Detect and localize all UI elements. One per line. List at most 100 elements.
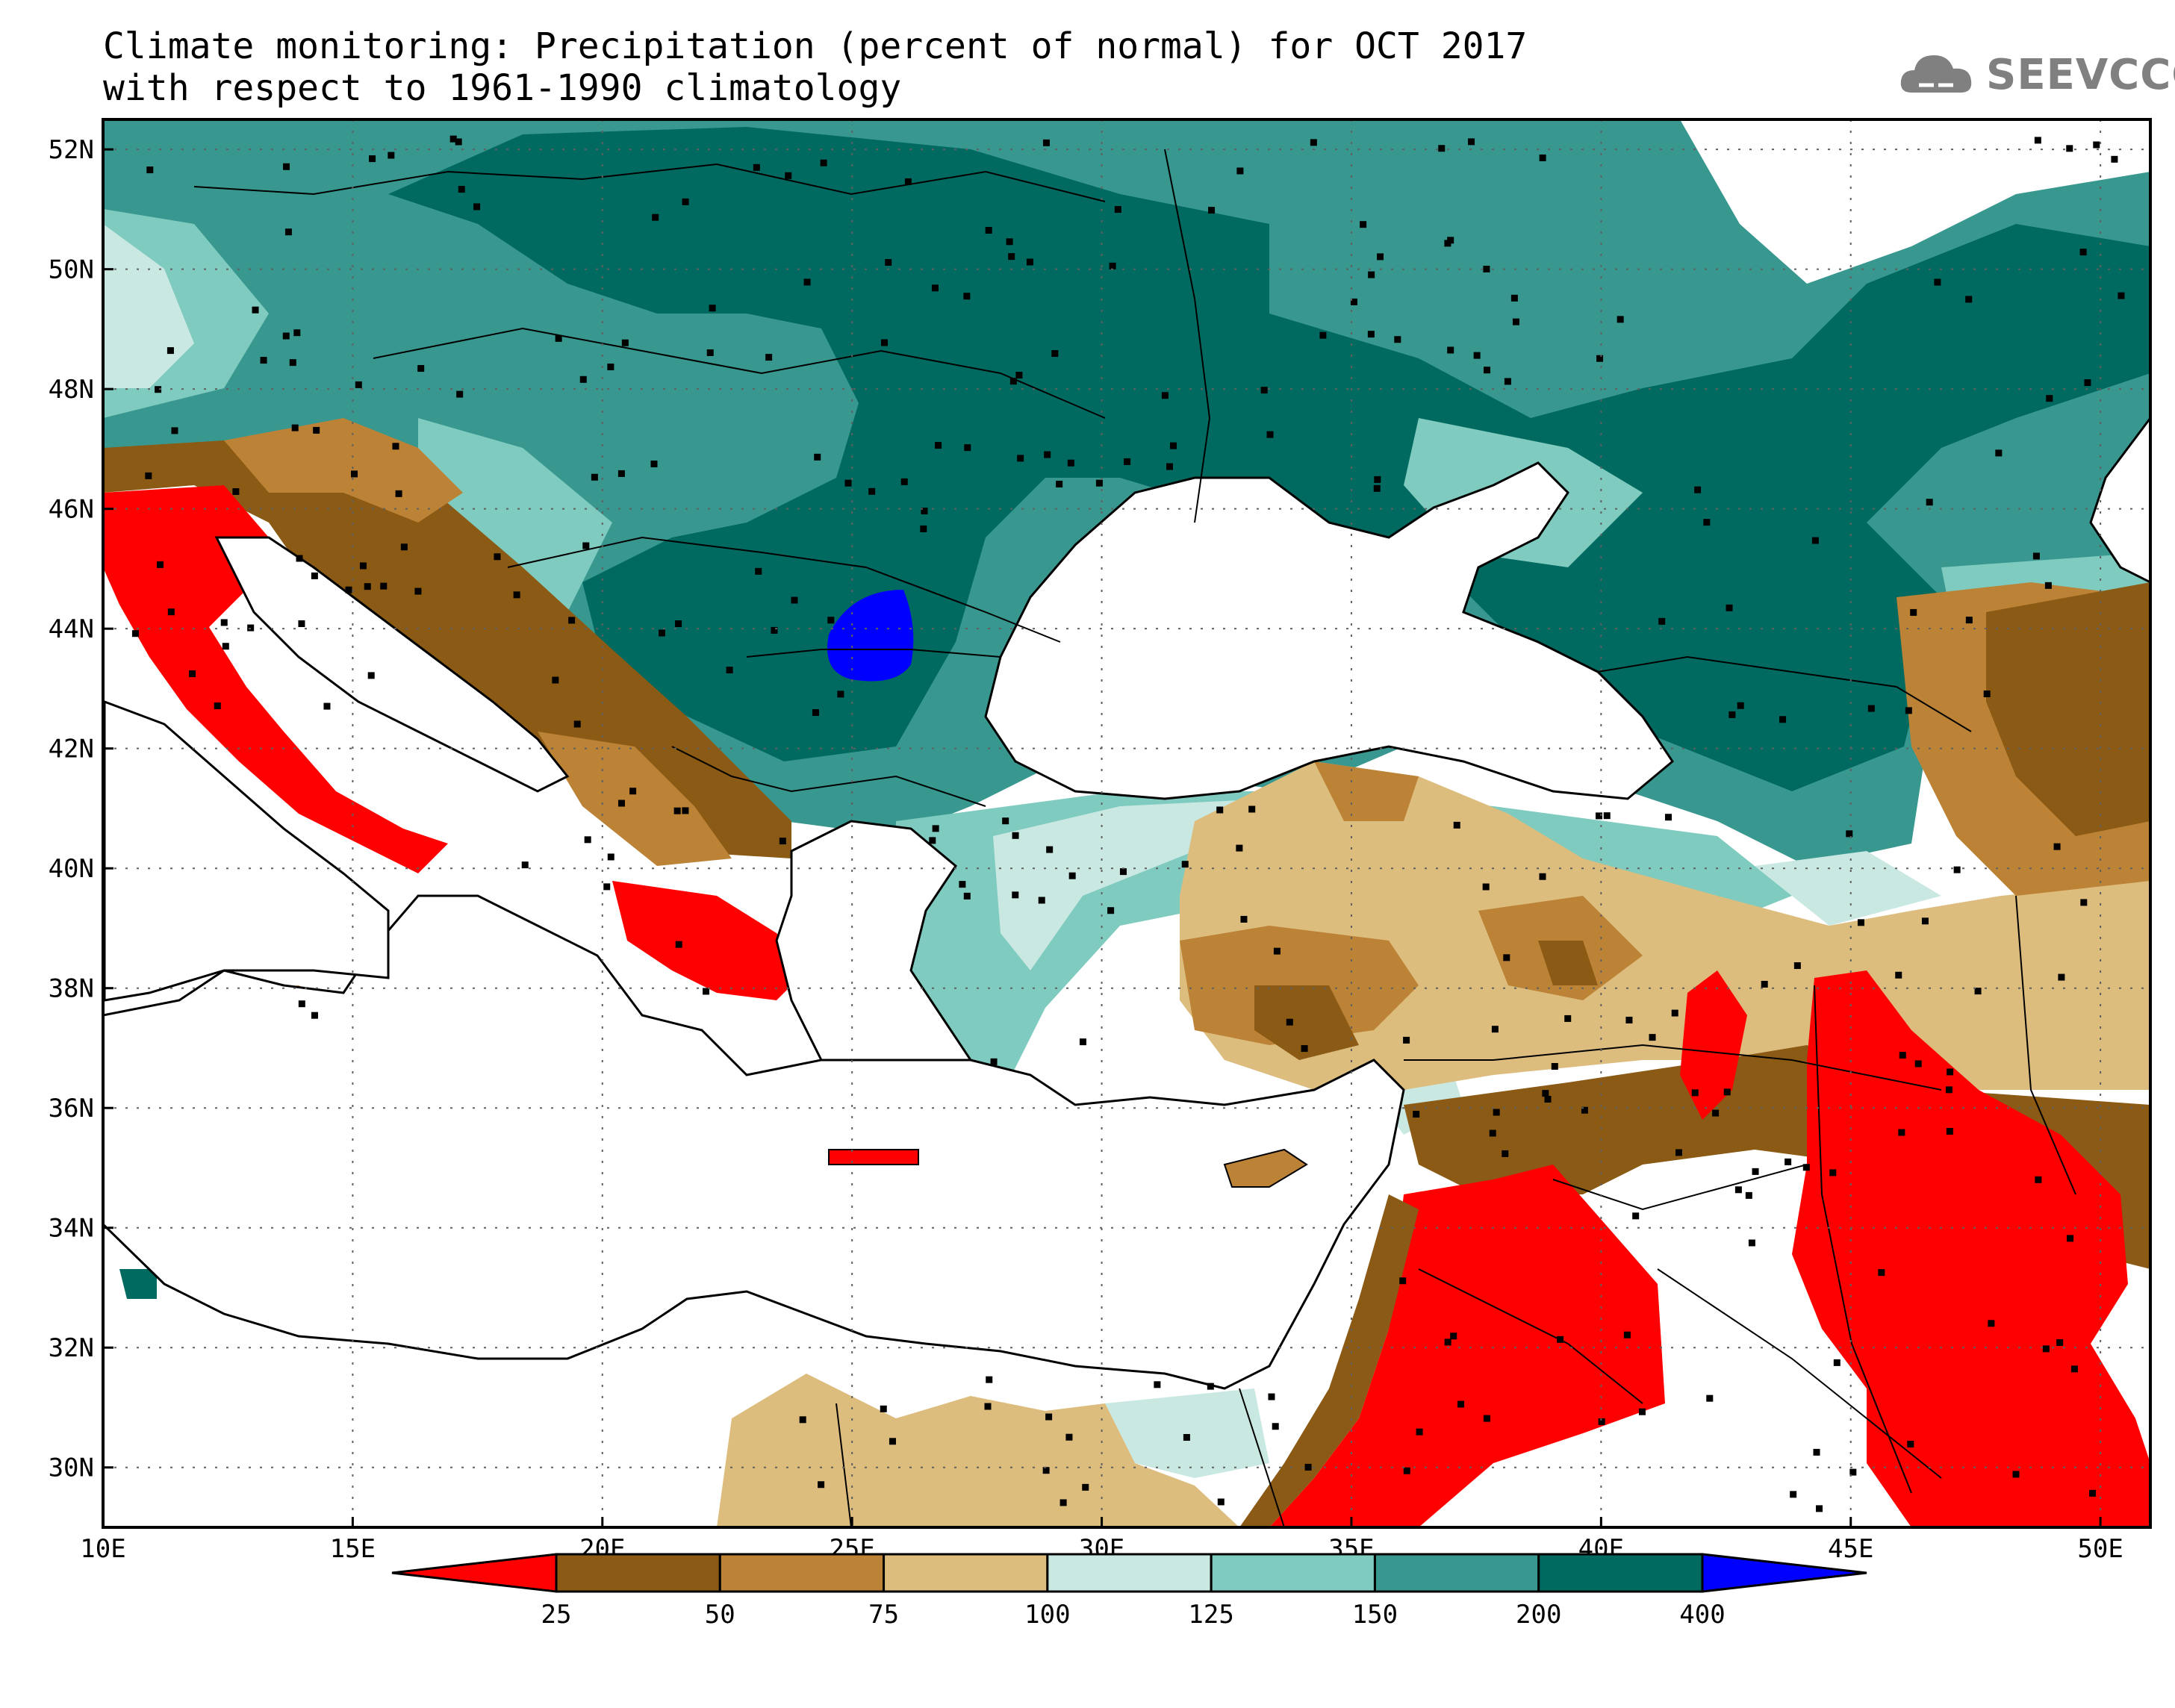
station-marker [1012, 832, 1019, 839]
station-marker [1934, 278, 1941, 286]
station-marker [617, 470, 625, 477]
station-marker [1493, 1109, 1500, 1116]
y-tick-label: 32N [49, 1333, 94, 1363]
station-marker [298, 620, 305, 627]
station-marker [2058, 973, 2065, 981]
station-marker [1596, 355, 1604, 362]
station-marker [247, 624, 255, 632]
station-marker [1945, 1086, 1952, 1094]
station-marker [682, 198, 689, 205]
station-marker [959, 881, 966, 888]
station-marker [1813, 1448, 1820, 1456]
station-marker [1691, 1089, 1699, 1097]
station-marker [1056, 480, 1063, 487]
station-marker [1473, 352, 1481, 359]
station-marker [1272, 1423, 1279, 1430]
station-marker [1489, 1129, 1496, 1137]
station-marker [889, 1438, 896, 1445]
station-marker [932, 825, 939, 832]
station-marker [607, 853, 614, 861]
station-marker [1802, 1164, 1810, 1171]
station-marker [458, 186, 465, 193]
station-marker [1044, 451, 1051, 458]
station-marker [1161, 392, 1169, 399]
station-marker [582, 542, 590, 549]
station-marker [1482, 883, 1490, 891]
station-marker [1737, 702, 1744, 709]
station-marker [1207, 1383, 1214, 1390]
colorbar-box [1537, 1553, 1704, 1593]
precip-region-italy-mid [224, 418, 732, 866]
station-marker [1394, 336, 1401, 343]
y-tick-label: 48N [49, 375, 94, 405]
station-marker [414, 587, 422, 595]
station-marker [1017, 455, 1024, 462]
station-marker [880, 339, 888, 346]
station-marker [392, 443, 399, 450]
y-tick-label: 46N [49, 495, 94, 525]
station-marker [131, 630, 139, 638]
station-marker [2042, 1345, 2050, 1353]
station-marker [2079, 249, 2087, 256]
station-marker [291, 424, 299, 431]
station-marker [1082, 1483, 1089, 1491]
station-marker [1510, 294, 1518, 302]
station-marker [1012, 891, 1019, 899]
station-marker [1367, 331, 1375, 338]
x-tick-label: 45E [1828, 1534, 1873, 1564]
station-marker [818, 1481, 825, 1489]
colorbar-label: 125 [1188, 1600, 1233, 1630]
station-marker [726, 667, 733, 674]
station-marker [1483, 265, 1490, 272]
country-borders [193, 149, 2076, 1527]
station-marker [283, 163, 290, 170]
station-marker [2118, 292, 2125, 299]
x-tick-label: 50E [2077, 1534, 2123, 1564]
station-marker [146, 166, 154, 174]
station-marker [673, 807, 681, 814]
station-marker [963, 293, 971, 300]
station-marker [837, 691, 844, 698]
station-marker [1304, 1463, 1312, 1471]
station-marker [2035, 1176, 2042, 1183]
station-marker [2093, 141, 2100, 149]
station-marker [650, 460, 658, 467]
station-marker [2032, 552, 2040, 560]
precip-region-levant-brown [1239, 1194, 1419, 1527]
station-marker [1671, 1009, 1678, 1017]
cloud-icon [1900, 55, 1972, 93]
station-marker [1491, 1026, 1499, 1033]
station-marker [1067, 459, 1074, 467]
station-marker [1914, 1060, 1922, 1068]
station-marker [189, 670, 196, 678]
colorbar-low-arrow [391, 1553, 558, 1593]
station-marker [963, 892, 971, 900]
station-marker [313, 426, 320, 434]
station-marker [289, 359, 296, 367]
station-marker [1026, 258, 1033, 266]
mediterranean-sea [103, 894, 1405, 1390]
station-marker [1726, 604, 1733, 611]
station-marker [293, 329, 301, 337]
station-marker [675, 941, 682, 948]
station-marker [2034, 137, 2041, 144]
station-marker [1042, 1467, 1050, 1474]
station-marker [755, 567, 762, 575]
station-marker [145, 472, 152, 479]
station-marker [603, 883, 611, 891]
station-marker [771, 626, 778, 634]
station-marker [1790, 1491, 1797, 1498]
colorbar-label: 25 [541, 1600, 572, 1630]
precip-region-anatolia-mid [1180, 582, 2150, 1045]
map-field [103, 119, 2150, 1527]
logo-text: SEEVCCC [1986, 51, 2175, 99]
station-marker [1502, 1150, 1509, 1157]
station-marker [1632, 1212, 1640, 1220]
colorbar-label: 100 [1024, 1600, 1070, 1630]
station-marker [1051, 350, 1059, 358]
colorbar-label: 400 [1679, 1600, 1725, 1630]
station-marker [417, 365, 425, 373]
station-marker [2066, 145, 2073, 152]
station-marker [311, 572, 318, 579]
station-marker [900, 478, 908, 485]
